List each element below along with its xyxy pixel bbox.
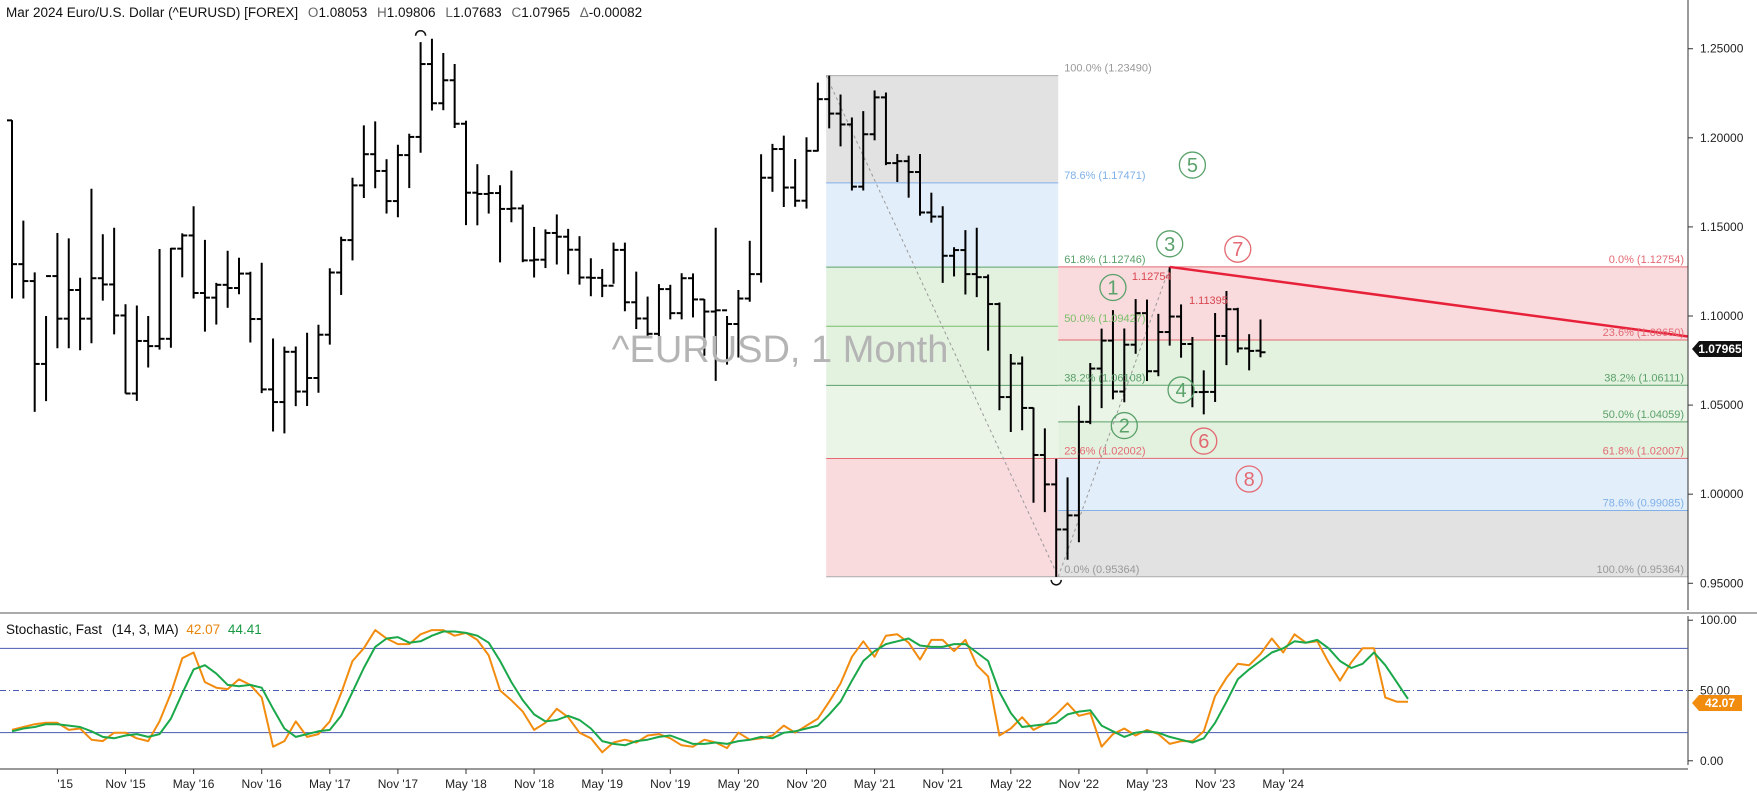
fib-extension-label: 23.6% (1.08650): [1603, 327, 1684, 339]
last-price-label: 1.07965: [1698, 342, 1742, 356]
fib-retracement-zone: [826, 385, 1059, 459]
stochastic-title: Stochastic, Fast: [6, 622, 102, 637]
time-axis-label: Nov '19: [650, 777, 691, 791]
wave-label-circle: [1167, 376, 1195, 404]
stoch-last-tag: 42.07: [1692, 695, 1742, 711]
wave-label: 2: [1119, 416, 1130, 438]
wave-label: 8: [1244, 469, 1255, 491]
price-axis-label: 1.20000: [1700, 131, 1744, 145]
fib-retracement-zone: [826, 75, 1059, 183]
time-axis-label: Nov '22: [1059, 777, 1100, 791]
wave-label: 3: [1164, 234, 1175, 256]
time-axis-label: May '20: [718, 777, 760, 791]
fib-extension-label: 100.0% (0.95364): [1597, 564, 1684, 576]
change-value: -0.00082: [589, 5, 642, 20]
price-panel: 100.0% (1.23490) 78.6% (1.17471) 61.8% (1.…: [0, 0, 1757, 614]
fib-extension-label: 50.0% (1.04059): [1603, 409, 1684, 421]
stoch-axis-label: 100.00: [1700, 613, 1737, 627]
price-axis-label: 1.25000: [1700, 42, 1744, 56]
time-axis-label: May '18: [445, 777, 487, 791]
fib-extension-zone: [1058, 421, 1688, 459]
wave-label: 5: [1187, 155, 1198, 177]
wave-label: 7: [1232, 239, 1243, 261]
time-axis-label: Nov '18: [514, 777, 555, 791]
fib-extension-label: 61.8% (1.02007): [1603, 445, 1684, 457]
fib-retracement-label: 0.0% (0.95364): [1064, 564, 1139, 576]
fib-extension-zone: [1058, 266, 1688, 341]
price-axis-label: 0.95000: [1700, 576, 1744, 590]
open-value: 1.08053: [318, 5, 367, 20]
fib-retracement-label: 50.0% (1.09427): [1064, 313, 1145, 325]
fib-extension-label: 0.0% (1.12754): [1609, 254, 1684, 266]
fib-retracement-label: 61.8% (1.12746): [1064, 254, 1145, 266]
price-axis-label: 1.10000: [1700, 309, 1744, 323]
close-value: 1.07965: [521, 5, 570, 20]
last-price-tag: 1.07965: [1692, 341, 1742, 357]
time-axis-label: May '22: [990, 777, 1032, 791]
fib-retracement-zone: [826, 458, 1059, 577]
resistance-trendline: [1169, 265, 1689, 338]
wave-label-circle: [1190, 427, 1218, 455]
stoch-d-value: 44.41: [228, 622, 262, 637]
wave-label-circle: [1110, 411, 1138, 440]
wave-label-circle: [1224, 235, 1252, 263]
price-annotation: 1.12754: [1132, 271, 1172, 283]
price-axis-label: 1.00000: [1700, 487, 1744, 501]
high-value: 1.09806: [387, 5, 436, 20]
header-legend: Mar 2024 Euro/U.S. Dollar (^EURUSD) [FOR…: [6, 5, 642, 20]
wave-label-circle: [1235, 465, 1263, 493]
swing-low-marker: [1050, 579, 1062, 586]
time-axis-label: Nov '15: [105, 777, 146, 791]
price-annotation: 1.11395: [1189, 295, 1228, 307]
stoch-d-line: [11, 630, 1409, 747]
time-axis-label: May '16: [173, 777, 215, 791]
fib-retracement-label: 100.0% (1.23490): [1064, 63, 1151, 75]
fib-extension-zone: [1058, 385, 1688, 422]
fib-extension-zone: [1058, 458, 1688, 511]
time-axis-label: Nov '16: [242, 777, 283, 791]
fib-extension-label: 38.2% (1.06111): [1604, 372, 1684, 384]
time-axis-label: May '23: [1126, 777, 1168, 791]
stoch-k-value: 42.07: [186, 622, 220, 637]
fib-extension-diagonal: [1057, 266, 1171, 577]
wave-label-circle: [1178, 151, 1207, 179]
stochastic-params: (14, 3, MA): [112, 622, 179, 637]
time-axis-label: '15: [57, 777, 73, 791]
fib-retracement-diagonal: [825, 75, 1059, 577]
low-value: 1.07683: [453, 5, 502, 20]
price-axis-label: 1.05000: [1700, 398, 1744, 412]
time-axis-label: May '19: [581, 777, 623, 791]
wave-label: 4: [1175, 380, 1186, 402]
fib-retracement-label: 23.6% (1.02002): [1064, 446, 1145, 458]
fib-extension-zone: [1058, 510, 1688, 577]
time-axis-label: Nov '23: [1195, 777, 1236, 791]
time-axis-label: Nov '21: [923, 777, 964, 791]
time-axis-label: May '21: [854, 777, 896, 791]
fib-extension-label: 78.6% (0.99085): [1603, 497, 1684, 509]
wave-label: 6: [1198, 431, 1209, 453]
stoch-last-label: 42.07: [1705, 696, 1735, 710]
wave-label: 1: [1107, 277, 1118, 299]
time-axis-label: Nov '20: [786, 777, 827, 791]
wave-label-circle: [1099, 273, 1127, 302]
x-axis: '15 Nov '15 May '16 Nov '16 May '17 Nov '17 Ma…: [0, 768, 1688, 791]
fib-retracement-label: 78.6% (1.17471): [1064, 170, 1145, 182]
stochastic-panel: 100.00 50.00 0.00: [0, 613, 1737, 768]
stoch-axis-label: 0.00: [1700, 754, 1724, 768]
stoch-axis-label: 50.00: [1700, 684, 1730, 698]
swing-high-marker: [414, 30, 427, 36]
watermark: ^EURUSD, 1 Month: [612, 329, 949, 371]
stochastic-legend: Stochastic, Fast (14, 3, MA) 42.07 44.41: [6, 622, 262, 637]
fib-extension-zone: [1058, 340, 1688, 386]
fib-retracement-label: 38.2% (1.06108): [1064, 372, 1145, 384]
stoch-k-line: [11, 629, 1408, 754]
price-axis-label: 1.15000: [1700, 220, 1744, 234]
time-axis-label: May '17: [309, 777, 351, 791]
time-axis-label: May '24: [1262, 777, 1304, 791]
chart-title: Mar 2024 Euro/U.S. Dollar (^EURUSD) [FOR…: [6, 5, 298, 20]
time-axis-label: Nov '17: [378, 777, 419, 791]
wave-label-circle: [1156, 230, 1184, 258]
